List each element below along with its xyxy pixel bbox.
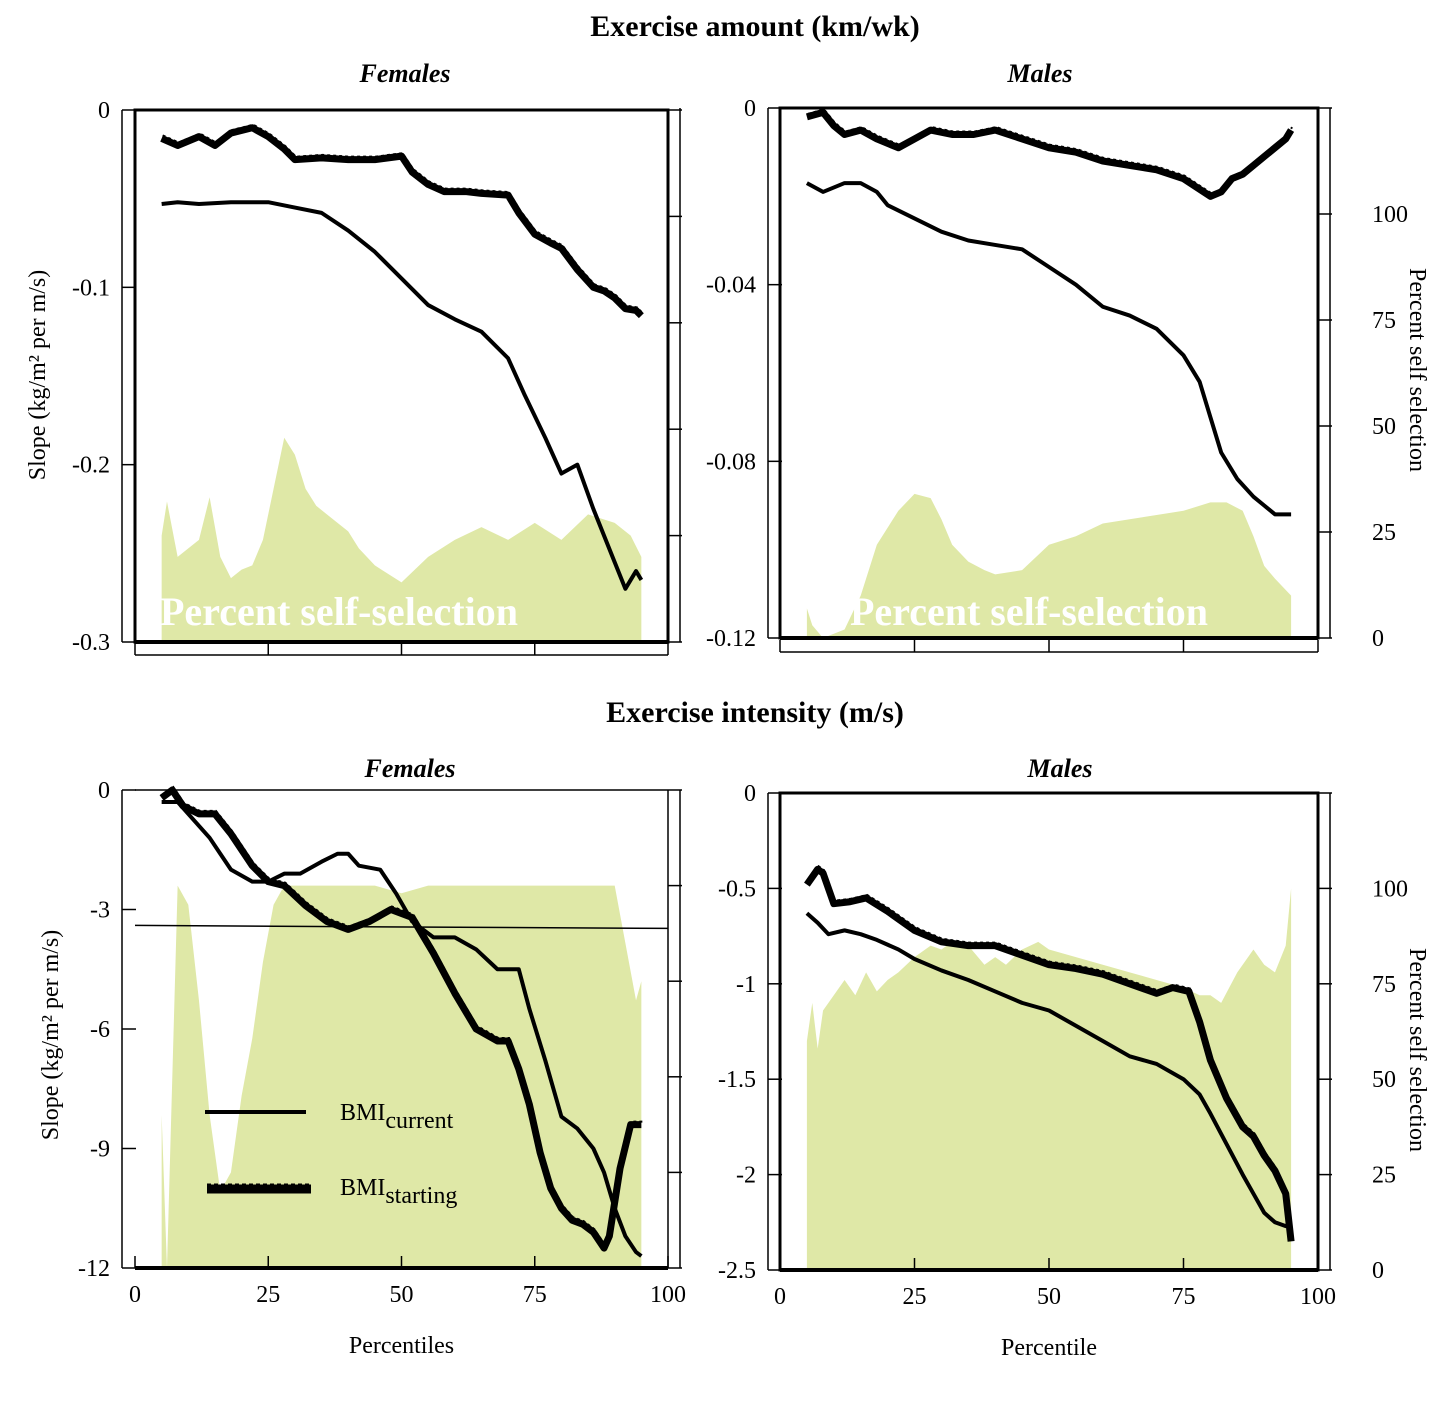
section-title-intensity: Exercise intensity (m/s) — [606, 696, 904, 729]
series-line-starting-dots — [807, 108, 1293, 195]
right-axis-label: Percent self selection — [1404, 948, 1430, 1152]
x-tick-label: 0 — [774, 1284, 786, 1310]
series-line-current — [161, 799, 643, 1258]
y-axis-label: Slope (kg/m² per m/s) — [25, 270, 51, 481]
self-selection-area — [806, 888, 1292, 1270]
series-line-starting-dots — [807, 864, 1294, 1239]
series-line-starting-dots — [162, 785, 643, 1248]
watermark-label: Percent self-selection — [170, 1276, 528, 1321]
x-tick-label: 50 — [1037, 1284, 1061, 1310]
x-axis-label: Percentile — [1001, 1335, 1097, 1361]
legend: BMIcurrent BMIstarting — [205, 1100, 457, 1209]
y-tick-label: 0 — [744, 781, 756, 807]
right-axis-label: Percent self selection — [1404, 268, 1430, 472]
section-title-amount: Exercise amount (km/wk) — [590, 10, 919, 43]
series-line-starting — [804, 865, 1295, 1242]
right-tick-label: 0 — [1372, 1258, 1384, 1284]
panel-top-left: Percent self-selection 0 -0.1 -0.2 -0.3 Femal… — [25, 59, 682, 656]
y-tick-label: -1 — [736, 972, 756, 998]
y-tick-label: -0.12 — [706, 626, 756, 652]
x-tick-label: 0 — [129, 1282, 141, 1308]
panel-bottom-right: Percent self-selection 0 -0.5 -1 -1.5 -2 -2.5 0… — [718, 754, 1430, 1361]
y-tick-label: -2 — [736, 1163, 756, 1189]
y-tick-label: -0.1 — [72, 275, 110, 301]
self-selection-area — [161, 437, 642, 642]
y-tick-label: -9 — [90, 1137, 110, 1163]
right-tick-label: 25 — [1372, 1163, 1396, 1189]
x-tick-label: 25 — [903, 1284, 927, 1310]
panel-title: Females — [364, 754, 456, 783]
self-selection-area — [806, 493, 1292, 638]
y-tick-label: -0.2 — [72, 453, 110, 479]
self-selection-area — [161, 885, 642, 1268]
right-tick-label: 0 — [1372, 626, 1384, 652]
x-tick-label: 100 — [1300, 1284, 1336, 1310]
y-tick-label: -0.04 — [706, 273, 756, 299]
series-line-starting — [805, 108, 1295, 200]
reference-line — [134, 924, 669, 930]
y-tick-label: -0.3 — [72, 630, 110, 656]
y-tick-label: 0 — [98, 778, 110, 804]
right-tick-label: 75 — [1372, 972, 1396, 998]
y-tick-label: -12 — [78, 1256, 110, 1282]
series-line-current — [161, 200, 644, 591]
x-axis-label: Percentiles — [349, 1333, 454, 1359]
right-tick-label: 50 — [1372, 1067, 1396, 1093]
watermark-label: Percent self-selection — [850, 589, 1208, 634]
legend-label-current: BMIcurrent — [340, 1100, 454, 1134]
x-tick-label: 75 — [1172, 1284, 1196, 1310]
legend-label-starting: BMIstarting — [340, 1175, 457, 1209]
watermark-label: Percent self-selection — [160, 589, 518, 634]
y-tick-label: -2.5 — [718, 1258, 756, 1284]
right-tick-label: 25 — [1372, 520, 1396, 546]
panel-title: Males — [1007, 59, 1073, 88]
y-axis-label: Slope (kg/m² per m/s) — [38, 930, 64, 1141]
x-tick-label: 25 — [256, 1282, 280, 1308]
y-tick-label: -0.5 — [718, 876, 756, 902]
series-line-current — [805, 181, 1292, 517]
x-tick-label: 50 — [390, 1282, 414, 1308]
panel-title: Males — [1027, 754, 1093, 783]
y-tick-label: 0 — [98, 98, 110, 124]
series-line-starting-dots — [162, 123, 644, 314]
panel-title: Females — [359, 59, 451, 88]
series-line-current — [805, 911, 1293, 1229]
series-line-starting — [159, 786, 642, 1252]
watermark-label: Percent self-selection — [820, 1276, 1178, 1321]
y-tick-label: -3 — [90, 898, 110, 924]
x-tick-label: 75 — [523, 1282, 547, 1308]
x-tick-label: 100 — [650, 1282, 686, 1308]
panel-top-right: Percent self-selection 0 -0.04 -0.08 -0.12 0 2… — [706, 59, 1430, 653]
panel-bottom-left: Percent self-selection 0 -3 -6 -9 -12 0 25 50 75 1… — [38, 754, 686, 1359]
right-tick-label: 100 — [1372, 202, 1408, 228]
right-tick-label: 75 — [1372, 308, 1396, 334]
y-tick-label: -1.5 — [718, 1067, 756, 1093]
series-line-starting — [160, 124, 644, 319]
y-tick-label: 0 — [744, 96, 756, 122]
right-tick-label: 50 — [1372, 414, 1396, 440]
y-tick-label: -6 — [90, 1017, 110, 1043]
right-tick-label: 100 — [1372, 876, 1408, 902]
y-tick-label: -0.08 — [706, 449, 756, 475]
